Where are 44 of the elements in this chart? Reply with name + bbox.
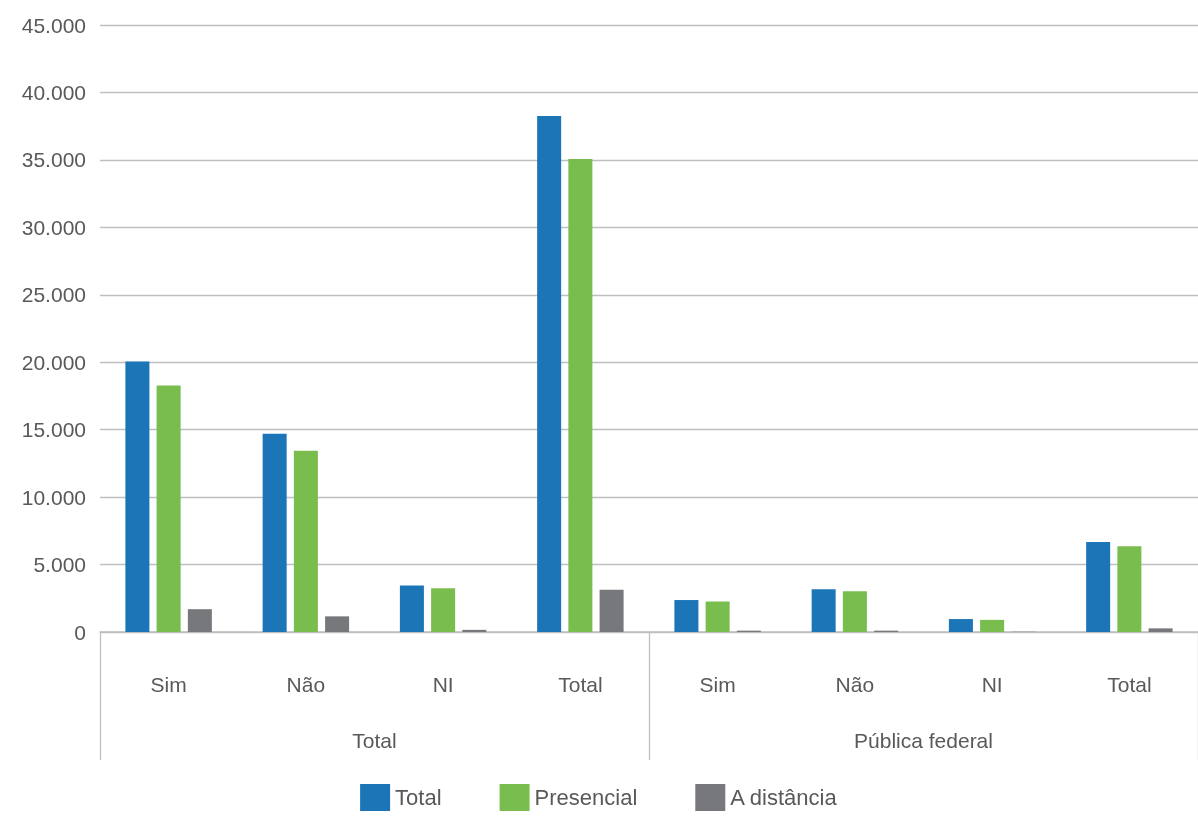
legend-label: Presencial [534, 785, 638, 810]
text: Total [352, 729, 397, 752]
x-tick-label: NI [432, 673, 454, 696]
bar [325, 616, 350, 632]
x-tick-label: NI [981, 673, 1003, 696]
y-tick-label: 0 [74, 620, 86, 644]
bar [156, 385, 181, 632]
bar [980, 619, 1005, 632]
y-tick-label: 15.000 [21, 418, 86, 442]
text: Pública federal [854, 729, 993, 752]
bar [262, 433, 287, 632]
bar [599, 589, 624, 632]
y-tick-label: 25.000 [21, 283, 86, 307]
bar [187, 609, 212, 632]
bar [948, 619, 973, 632]
bar [462, 629, 487, 632]
y-tick-label: 45.000 [21, 13, 86, 37]
y-tick-label: 5.000 [33, 553, 86, 577]
bar [1117, 546, 1142, 632]
y-tick-label: 30.000 [21, 215, 86, 239]
bar [674, 600, 699, 632]
bar [431, 588, 456, 632]
x-tick-label: Total [558, 673, 603, 696]
y-tick-label: 35.000 [21, 148, 86, 172]
legend-label: A distância [730, 785, 838, 810]
bar [811, 589, 836, 632]
x-tick-label: Não [286, 673, 326, 696]
y-tick-label: 10.000 [21, 485, 86, 509]
bar [705, 601, 730, 632]
bar [293, 450, 318, 632]
legend-label: Total [395, 785, 442, 810]
y-tick-label: 40.000 [21, 80, 86, 104]
bar [1086, 541, 1111, 632]
bar [568, 159, 593, 632]
bar [1148, 628, 1173, 632]
bar [399, 585, 424, 632]
x-tick-label: Sim [150, 673, 187, 696]
bar [537, 116, 562, 632]
x-tick-label: Não [835, 673, 875, 696]
y-tick-label: 20.000 [21, 350, 86, 374]
bar [125, 361, 150, 632]
x-tick-label: Sim [699, 673, 736, 696]
bar [842, 591, 867, 632]
x-tick-label: Total [1107, 673, 1152, 696]
